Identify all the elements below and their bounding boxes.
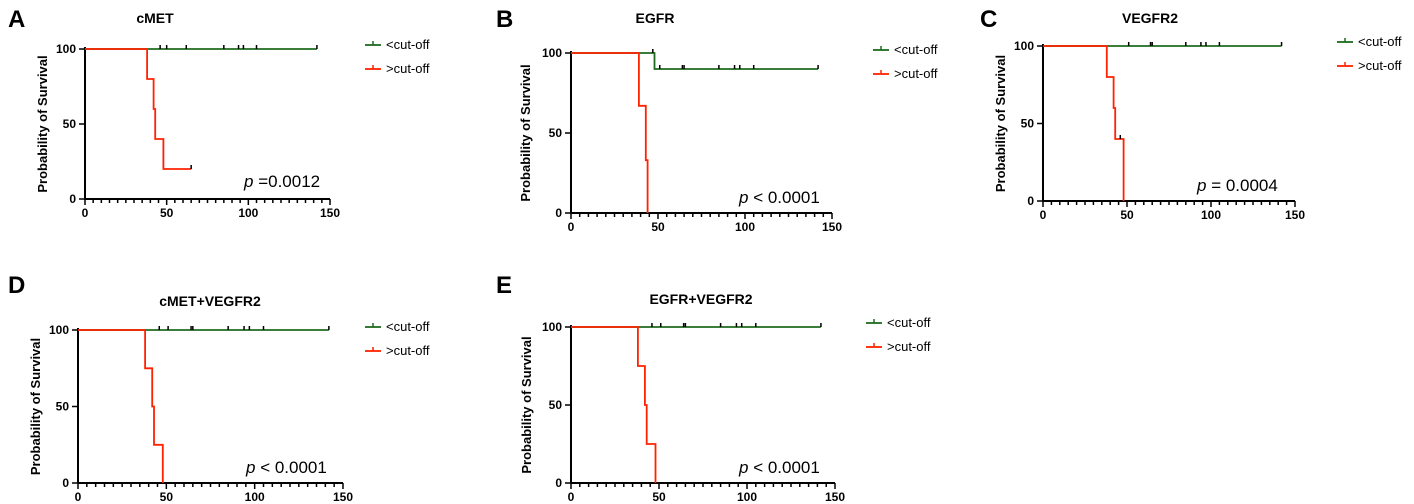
x-tick-label: 50 bbox=[160, 206, 174, 220]
y-tick-label: 0 bbox=[555, 206, 562, 220]
y-axis-label: Probability of Survival bbox=[28, 338, 43, 475]
survival-curve-above-cutoff bbox=[571, 326, 657, 483]
panel-title: EGFR bbox=[636, 10, 675, 26]
p-value: p = 0.0004 bbox=[1196, 176, 1278, 195]
panel-title: cMET+VEGFR2 bbox=[159, 293, 261, 309]
panel-letter: C bbox=[980, 6, 997, 33]
y-tick-label: 100 bbox=[1014, 39, 1034, 53]
y-tick-label: 50 bbox=[549, 126, 563, 140]
survival-curve-above-cutoff bbox=[1043, 45, 1125, 201]
p-value: p < 0.0001 bbox=[738, 458, 820, 477]
p-value-number: = 0.0004 bbox=[1206, 176, 1277, 195]
y-tick-label: 50 bbox=[63, 117, 77, 131]
y-tick-label: 50 bbox=[549, 398, 563, 412]
x-tick-label: 150 bbox=[822, 220, 842, 234]
p-value-symbol: p bbox=[738, 458, 748, 477]
panel-letter: D bbox=[8, 272, 25, 299]
p-value-symbol: p bbox=[243, 172, 253, 191]
panel-c: C VEGFR2 0 50 100 150 0 50 100 Probability of Sur… bbox=[980, 6, 1402, 222]
panel-e: E EGFR+VEGFR2 0 50 100 150 0 50 100 Probability o… bbox=[496, 272, 931, 504]
x-tick-label: 0 bbox=[568, 220, 575, 234]
x-tick-label: 50 bbox=[652, 490, 666, 504]
legend-label: <cut-off bbox=[386, 37, 430, 52]
x-tick-label: 50 bbox=[651, 220, 665, 234]
survival-curve-below-cutoff bbox=[571, 52, 819, 70]
y-tick-label: 100 bbox=[542, 320, 562, 334]
legend-label: >cut-off bbox=[386, 61, 430, 76]
p-value-symbol: p bbox=[1196, 176, 1206, 195]
panel-title: EGFR+VEGFR2 bbox=[649, 291, 752, 307]
survival-curve-above-cutoff bbox=[85, 48, 192, 170]
y-tick-label: 0 bbox=[69, 192, 76, 206]
x-tick-label: 0 bbox=[82, 206, 89, 220]
x-tick-label: 50 bbox=[160, 490, 174, 504]
legend-label: >cut-off bbox=[386, 343, 430, 358]
p-value-number: < 0.0001 bbox=[748, 458, 819, 477]
legend-label: <cut-off bbox=[887, 315, 931, 330]
x-tick-label: 150 bbox=[825, 490, 845, 504]
y-tick-label: 100 bbox=[56, 42, 76, 56]
survival-curve-above-cutoff bbox=[571, 52, 649, 213]
p-value-number: < 0.0001 bbox=[255, 458, 326, 477]
p-value-number: =0.0012 bbox=[253, 172, 320, 191]
p-value-symbol: p bbox=[738, 188, 748, 207]
y-tick-label: 50 bbox=[1021, 117, 1035, 131]
x-tick-label: 0 bbox=[568, 490, 575, 504]
y-tick-label: 0 bbox=[62, 476, 69, 490]
legend-label: <cut-off bbox=[386, 319, 430, 334]
x-tick-label: 0 bbox=[1040, 208, 1047, 222]
panel-b: B EGFR 0 50 100 150 0 50 100 Probability of Survi… bbox=[496, 6, 938, 234]
x-tick-label: 150 bbox=[1285, 208, 1305, 222]
panel-title: cMET bbox=[136, 10, 174, 26]
panel-letter: B bbox=[496, 6, 513, 33]
legend-label: >cut-off bbox=[887, 339, 931, 354]
x-tick-label: 100 bbox=[737, 490, 757, 504]
panel-letter: A bbox=[8, 6, 25, 33]
x-tick-label: 150 bbox=[320, 206, 340, 220]
x-tick-label: 100 bbox=[245, 490, 265, 504]
y-tick-label: 50 bbox=[56, 400, 70, 414]
p-value: p =0.0012 bbox=[243, 172, 320, 191]
p-value: p < 0.0001 bbox=[245, 458, 327, 477]
legend-label: >cut-off bbox=[894, 66, 938, 81]
y-tick-label: 100 bbox=[49, 323, 69, 337]
legend-label: >cut-off bbox=[1358, 58, 1402, 73]
y-axis-label: Probability of Survival bbox=[993, 55, 1008, 192]
p-value-symbol: p bbox=[245, 458, 255, 477]
p-value: p < 0.0001 bbox=[738, 188, 820, 207]
y-tick-label: 0 bbox=[555, 476, 562, 490]
legend-label: <cut-off bbox=[1358, 34, 1402, 49]
y-axis-label: Probability of Survival bbox=[518, 64, 533, 201]
panel-letter: E bbox=[496, 272, 512, 299]
x-tick-label: 150 bbox=[333, 490, 353, 504]
x-tick-label: 100 bbox=[735, 220, 755, 234]
panel-title: VEGFR2 bbox=[1122, 10, 1178, 26]
x-tick-label: 50 bbox=[1120, 208, 1134, 222]
survival-curve-above-cutoff bbox=[78, 329, 164, 483]
x-tick-label: 100 bbox=[238, 206, 258, 220]
y-tick-label: 0 bbox=[1027, 194, 1034, 208]
y-axis-label: Probability of Survival bbox=[35, 55, 50, 192]
x-tick-label: 0 bbox=[75, 490, 82, 504]
y-axis-label: Probability of Survival bbox=[519, 336, 534, 473]
legend-label: <cut-off bbox=[894, 42, 938, 57]
y-tick-label: 100 bbox=[542, 46, 562, 60]
p-value-number: < 0.0001 bbox=[748, 188, 819, 207]
x-tick-label: 100 bbox=[1201, 208, 1221, 222]
